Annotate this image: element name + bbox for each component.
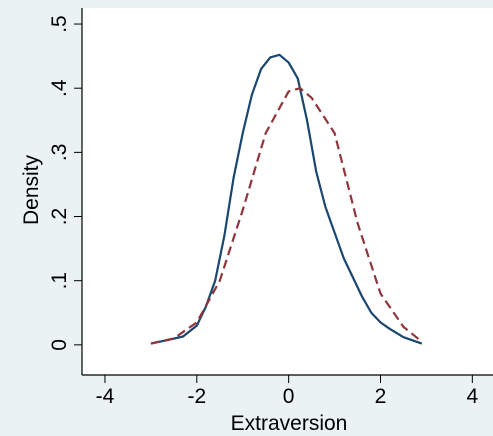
density-line (150, 53, 423, 345)
y-tick-label: .1 (48, 272, 71, 290)
x-axis-label: Extraversion (231, 412, 348, 435)
y-tick-label: 0 (48, 339, 71, 351)
x-tick-label: -2 (187, 385, 206, 408)
y-tick-label: .5 (48, 15, 71, 33)
y-tick-label: .4 (48, 79, 71, 97)
y-axis-label: Density (20, 154, 43, 225)
x-tick-label: -4 (96, 385, 115, 408)
y-tick-label: .3 (48, 144, 71, 162)
y-tick-label: .2 (48, 208, 71, 226)
x-tick-label: 0 (283, 385, 295, 408)
plot-area (82, 8, 493, 375)
density-line (150, 87, 423, 345)
x-tick-label: 4 (466, 385, 478, 408)
x-tick-label: 2 (375, 385, 387, 408)
